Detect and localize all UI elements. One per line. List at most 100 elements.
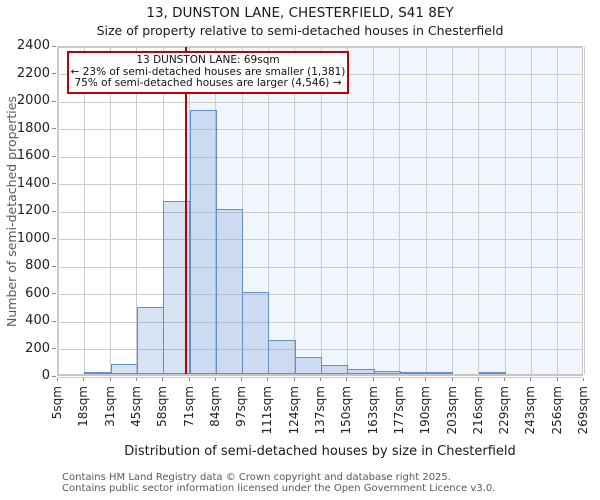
x-tick-mark bbox=[135, 378, 137, 381]
annotation-title: 13 DUNSTON LANE: 69sqm bbox=[136, 54, 280, 66]
y-tick-label: 800 bbox=[25, 258, 50, 273]
vertical-gridline bbox=[136, 47, 138, 374]
plot-area: 13 DUNSTON LANE: 69sqm ← 23% of semi-det… bbox=[57, 46, 585, 378]
y-tick-mark bbox=[52, 183, 56, 184]
x-tick-mark bbox=[214, 378, 216, 381]
x-tick-mark bbox=[109, 378, 111, 381]
y-tick-mark bbox=[52, 238, 56, 239]
horizontal-gridline bbox=[58, 349, 582, 350]
x-tick-mark bbox=[504, 378, 506, 381]
footer-attribution: Contains HM Land Registry data © Crown c… bbox=[62, 472, 495, 494]
footer-attribution-ogl: Contains public sector information licen… bbox=[62, 483, 496, 494]
horizontal-gridline bbox=[58, 184, 582, 185]
x-tick-mark bbox=[372, 378, 374, 381]
y-tick-label: 400 bbox=[25, 313, 50, 328]
y-tick-label: 200 bbox=[25, 340, 50, 356]
y-tick-mark bbox=[52, 210, 56, 212]
y-tick-label: 600 bbox=[25, 285, 50, 301]
histogram-bar bbox=[478, 372, 507, 374]
x-tick-mark bbox=[188, 378, 190, 381]
histogram-bar bbox=[399, 371, 428, 374]
vertical-gridline bbox=[110, 47, 112, 374]
histogram-bar bbox=[110, 363, 138, 374]
histogram-bar bbox=[84, 372, 112, 374]
histogram-bar bbox=[347, 369, 375, 374]
vertical-gridline bbox=[504, 47, 506, 374]
x-tick-mark bbox=[530, 378, 532, 381]
horizontal-gridline bbox=[58, 129, 582, 130]
vertical-gridline bbox=[399, 47, 401, 374]
x-tick-mark bbox=[583, 378, 584, 381]
vertical-gridline bbox=[346, 47, 348, 374]
y-tick-label: 1800 bbox=[16, 120, 50, 136]
y-tick-mark bbox=[52, 128, 56, 129]
histogram-bar bbox=[136, 306, 165, 374]
x-tick-mark bbox=[83, 378, 85, 381]
histogram-bar bbox=[321, 365, 349, 374]
annotation-box: 13 DUNSTON LANE: 69sqm ← 23% of semi-det… bbox=[67, 51, 349, 94]
x-tick-mark bbox=[320, 378, 321, 381]
horizontal-gridline bbox=[58, 46, 582, 48]
horizontal-gridline bbox=[58, 266, 582, 268]
y-tick-mark bbox=[52, 265, 56, 267]
horizontal-gridline bbox=[58, 239, 582, 240]
vertical-gridline bbox=[478, 47, 480, 374]
chart-subtitle: Size of property relative to semi-detach… bbox=[96, 23, 504, 38]
y-tick-mark bbox=[52, 320, 56, 322]
y-tick-mark bbox=[52, 155, 56, 157]
x-tick-mark bbox=[346, 378, 348, 381]
x-tick-label: 269sqm bbox=[576, 386, 590, 435]
y-tick-mark bbox=[52, 45, 56, 47]
x-axis-label: Distribution of semi-detached houses by … bbox=[124, 444, 516, 459]
vertical-gridline bbox=[583, 47, 585, 374]
y-tick-mark bbox=[52, 375, 56, 377]
vertical-gridline bbox=[320, 47, 322, 374]
horizontal-gridline bbox=[58, 156, 582, 158]
vertical-gridline bbox=[83, 47, 85, 374]
annotation-smaller-text: ← 23% of semi-detached houses are smalle… bbox=[70, 65, 346, 78]
property-size-marker-line bbox=[184, 47, 187, 374]
vertical-gridline bbox=[267, 47, 269, 374]
horizontal-gridline bbox=[58, 321, 582, 323]
y-tick-mark bbox=[52, 348, 56, 349]
footer-attribution-hmlr: Contains HM Land Registry data © Crown c… bbox=[62, 472, 451, 483]
y-tick-label: 2200 bbox=[16, 65, 50, 81]
vertical-gridline bbox=[57, 47, 59, 374]
vertical-gridline bbox=[294, 47, 296, 374]
horizontal-gridline bbox=[58, 294, 582, 295]
horizontal-gridline bbox=[58, 376, 582, 378]
x-tick-mark bbox=[57, 378, 58, 381]
histogram-bar bbox=[294, 356, 322, 374]
y-tick-label: 1200 bbox=[16, 203, 50, 218]
horizontal-gridline bbox=[58, 211, 582, 213]
histogram-bar bbox=[215, 209, 244, 374]
y-tick-label: 0 bbox=[41, 368, 50, 383]
x-tick-mark bbox=[162, 378, 164, 381]
y-tick-label: 1000 bbox=[16, 230, 50, 246]
vertical-gridline bbox=[557, 47, 559, 374]
x-tick-mark bbox=[398, 378, 400, 381]
histogram-bar bbox=[268, 340, 296, 374]
histogram-bar bbox=[426, 372, 454, 374]
vertical-gridline bbox=[425, 47, 427, 374]
x-tick-mark bbox=[477, 378, 479, 381]
vertical-gridline bbox=[452, 47, 453, 374]
y-tick-mark bbox=[52, 100, 56, 102]
x-tick-mark bbox=[451, 378, 453, 381]
x-tick-mark bbox=[556, 378, 558, 381]
horizontal-gridline bbox=[58, 101, 582, 103]
annotation-larger-text: 75% of semi-detached houses are larger (… bbox=[74, 77, 342, 89]
x-tick-mark bbox=[425, 378, 427, 381]
y-tick-label: 2400 bbox=[16, 38, 50, 53]
histogram-bar bbox=[189, 110, 217, 374]
vertical-gridline bbox=[373, 47, 375, 374]
x-tick-mark bbox=[267, 378, 269, 381]
y-tick-label: 2000 bbox=[16, 93, 50, 108]
y-tick-label: 1400 bbox=[16, 175, 50, 191]
histogram-bar bbox=[373, 370, 401, 374]
x-tick-mark bbox=[293, 378, 295, 381]
y-tick-mark bbox=[52, 73, 56, 74]
histogram-bar bbox=[242, 291, 270, 374]
x-tick-mark bbox=[241, 378, 243, 381]
